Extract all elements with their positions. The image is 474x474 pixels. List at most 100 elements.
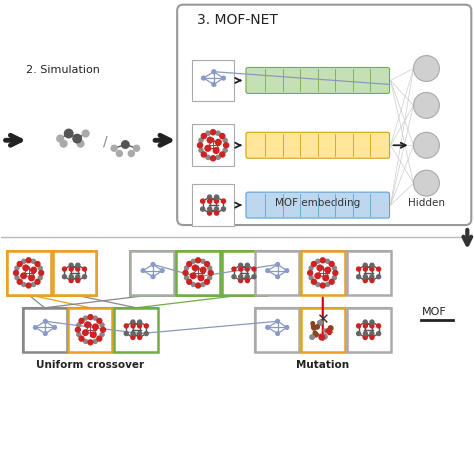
Circle shape	[196, 283, 201, 288]
Circle shape	[208, 266, 212, 270]
Circle shape	[124, 324, 128, 328]
Circle shape	[93, 339, 97, 343]
Circle shape	[312, 326, 316, 330]
Circle shape	[266, 326, 270, 329]
Circle shape	[76, 263, 80, 267]
Circle shape	[201, 76, 205, 80]
Circle shape	[246, 263, 249, 267]
Circle shape	[201, 267, 206, 273]
Circle shape	[232, 275, 236, 279]
Circle shape	[363, 336, 367, 339]
Circle shape	[316, 283, 320, 286]
Circle shape	[23, 265, 28, 271]
Circle shape	[216, 139, 221, 145]
Circle shape	[220, 152, 225, 157]
Circle shape	[224, 143, 228, 148]
Circle shape	[216, 131, 220, 135]
Bar	[69, 308, 112, 352]
Bar	[23, 308, 158, 352]
Circle shape	[131, 324, 135, 328]
Circle shape	[413, 132, 439, 158]
Circle shape	[370, 320, 374, 324]
Circle shape	[332, 266, 337, 270]
Circle shape	[83, 316, 88, 320]
Circle shape	[245, 267, 249, 271]
Circle shape	[285, 269, 289, 273]
Circle shape	[205, 146, 211, 151]
Circle shape	[309, 276, 313, 280]
Circle shape	[111, 145, 117, 151]
Circle shape	[210, 156, 216, 161]
Circle shape	[77, 333, 81, 337]
Circle shape	[144, 324, 148, 328]
Circle shape	[77, 140, 84, 147]
Bar	[53, 251, 96, 295]
Bar	[346, 251, 391, 295]
Circle shape	[65, 130, 72, 137]
Circle shape	[276, 332, 280, 336]
Circle shape	[311, 279, 316, 284]
FancyBboxPatch shape	[246, 192, 390, 218]
Circle shape	[207, 137, 213, 143]
Circle shape	[363, 279, 367, 283]
Circle shape	[26, 258, 31, 263]
Circle shape	[122, 141, 129, 148]
Circle shape	[29, 275, 34, 281]
Circle shape	[320, 258, 325, 263]
Circle shape	[57, 135, 64, 142]
Bar	[23, 308, 66, 352]
Text: Uniform crossover: Uniform crossover	[36, 360, 145, 370]
Circle shape	[31, 283, 36, 286]
Circle shape	[137, 336, 142, 339]
Circle shape	[122, 142, 128, 147]
Circle shape	[364, 332, 367, 336]
Circle shape	[116, 151, 122, 156]
Circle shape	[35, 262, 40, 266]
Circle shape	[191, 259, 195, 263]
Circle shape	[44, 332, 47, 336]
Circle shape	[322, 334, 327, 339]
Circle shape	[245, 275, 249, 279]
Circle shape	[53, 326, 56, 329]
Bar	[301, 308, 345, 352]
Circle shape	[266, 269, 270, 273]
Circle shape	[315, 325, 319, 329]
Circle shape	[77, 323, 81, 327]
Text: Mutation: Mutation	[296, 360, 349, 370]
Circle shape	[184, 266, 189, 270]
Circle shape	[160, 269, 164, 273]
Circle shape	[201, 199, 205, 203]
Circle shape	[44, 319, 47, 323]
Circle shape	[329, 279, 334, 284]
FancyBboxPatch shape	[177, 5, 471, 225]
Circle shape	[137, 324, 142, 328]
Circle shape	[100, 327, 106, 332]
Circle shape	[31, 267, 36, 273]
Circle shape	[76, 267, 80, 271]
Circle shape	[82, 275, 86, 279]
Circle shape	[205, 279, 210, 284]
Circle shape	[137, 320, 142, 324]
Bar	[255, 308, 391, 352]
Circle shape	[276, 319, 280, 323]
Circle shape	[238, 263, 243, 267]
Circle shape	[76, 279, 80, 283]
Circle shape	[370, 263, 374, 267]
Circle shape	[413, 170, 439, 196]
Circle shape	[377, 275, 381, 279]
Circle shape	[97, 336, 102, 341]
Circle shape	[201, 283, 205, 286]
Circle shape	[17, 279, 22, 284]
Circle shape	[31, 259, 36, 263]
Circle shape	[208, 207, 212, 211]
Circle shape	[201, 152, 206, 157]
Circle shape	[14, 271, 18, 275]
Circle shape	[311, 262, 316, 266]
Circle shape	[208, 271, 213, 275]
Circle shape	[214, 199, 219, 203]
Circle shape	[220, 134, 225, 138]
Circle shape	[85, 322, 90, 328]
Circle shape	[64, 129, 73, 138]
Circle shape	[79, 336, 84, 341]
Circle shape	[328, 331, 331, 335]
